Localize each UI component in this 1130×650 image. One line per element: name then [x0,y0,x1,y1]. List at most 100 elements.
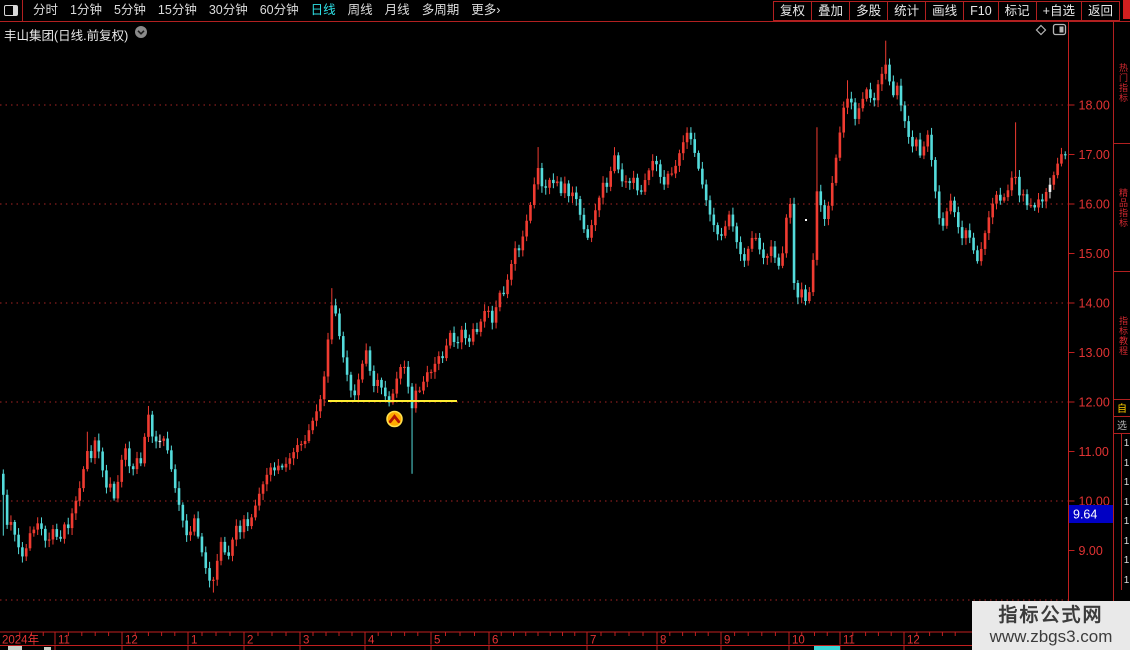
month-label: 2 [247,635,253,647]
candle-body [899,85,903,106]
month-label: 12 [907,635,920,647]
candle-body [532,184,536,205]
strip-gray-glyph[interactable]: 选 [1114,417,1130,434]
candle-body [746,248,750,261]
candle-body [494,307,498,323]
candle-body [540,168,544,187]
period-menu-item-7[interactable]: 周线 [347,3,373,17]
candle-body [345,357,349,375]
period-menu-item-10[interactable]: 更多› [471,3,501,17]
candle-body [785,217,788,254]
month-label: 3 [303,635,309,647]
candle-body [529,204,532,221]
candle-body [238,525,242,533]
period-menu-item-5[interactable]: 60分钟 [259,3,299,17]
candle-body [911,136,914,147]
candle-body [506,279,509,295]
candle-body [410,386,414,409]
candle-body [303,441,307,445]
right-strip-section-2[interactable]: 指标教程 [1114,272,1130,400]
candle-body [510,263,513,280]
candle-body [315,411,318,421]
split-view-small-fill [1059,26,1064,33]
candle-body [380,379,383,388]
strip-yellow-glyph[interactable]: 自 [1114,400,1130,417]
candle-body [128,448,131,467]
candle-body [850,98,853,103]
candle-body [414,390,418,409]
candle-body [945,211,949,226]
candle-body [842,107,845,133]
candle-body [330,305,334,340]
candle-body [937,191,941,219]
candle-body [788,203,792,218]
tool-button-3[interactable]: 统计 [887,0,927,21]
buy-signal-marker [386,410,403,428]
tool-buttons: 复权 叠加 多股 统计 画线 F10 标记 +自选 返回 [773,0,1120,21]
candle-body [716,225,719,235]
watermark-title: 指标公式网 [998,604,1104,626]
period-menu-item-0[interactable]: 分时 [33,3,59,17]
period-toolbar: 分时 1分钟 5分钟 15分钟 30分钟 60分钟 日线 周线 月线 多周期 更多› 复权 叠加 多股统… [0,0,1130,22]
candle-body [659,164,662,177]
right-strip-section-0[interactable]: 热门指标 [1114,22,1130,144]
period-menu-item-8[interactable]: 月线 [384,3,410,17]
tool-button-0[interactable]: 复权 [773,0,813,21]
period-menu-item-4[interactable]: 30分钟 [208,3,248,17]
candle-body [846,98,849,108]
candle-body [590,225,593,238]
candle-body [254,505,257,518]
tool-button-8[interactable]: 返回 [1080,0,1120,21]
price-tick-label: 9.00 [1079,544,1103,558]
candle-body [552,179,555,184]
candle-body [299,444,303,446]
period-menu-item-6[interactable]: 日线 [310,3,336,17]
last-price-tag [1069,505,1122,523]
candle-body [36,523,39,530]
candle-body [758,237,761,250]
candle-body [269,467,272,475]
right-strip-section-1[interactable]: 精品指标 [1114,144,1130,272]
tool-button-7[interactable]: +自选 [1035,0,1082,21]
price-tick-label: 13.00 [1079,346,1110,360]
diamond-icon[interactable] [1035,24,1047,36]
candle-body [586,229,590,238]
candle-body [517,248,521,251]
tool-button-5[interactable]: F10 [963,0,999,21]
month-label: 12 [125,635,138,647]
month-label: 7 [590,635,596,647]
candle-body [1002,197,1006,201]
candle-body [13,521,17,535]
candle-body [5,494,9,525]
right-side-strip: 热门指标 精品指标 指标教程自选 1 1 1 1 1 1 1 1 [1113,22,1130,601]
candle-body [544,186,548,188]
period-menu-item-3[interactable]: 15分钟 [157,3,197,17]
candle-body [74,500,78,514]
split-view-small-icon[interactable] [1052,23,1067,36]
split-view-button[interactable] [0,0,23,21]
period-menu-item-2[interactable]: 5分钟 [113,3,146,17]
tool-button-2[interactable]: 多股 [849,0,889,21]
candle-body [655,160,658,165]
candle-body [452,332,456,343]
candle-body [1056,163,1059,176]
price-tick-label: 12.00 [1079,396,1110,410]
candle-body [808,292,811,302]
period-menu-item-9[interactable]: 多周期 [421,3,460,17]
tool-button-4[interactable]: 画线 [925,0,965,21]
candle-body [32,529,36,534]
candle-body [559,181,563,194]
candle-body [44,528,47,541]
chevron-down-circle-icon[interactable] [134,25,148,44]
candle-body [941,218,945,226]
price-tick-label: 18.00 [1079,99,1110,113]
candle-body [170,450,173,470]
tool-button-1[interactable]: 叠加 [811,0,851,21]
candle-body [743,254,746,261]
tool-button-6[interactable]: 标记 [997,0,1037,21]
candle-body [804,289,807,302]
candle-body [907,121,910,137]
period-menu-item-1[interactable]: 1分钟 [70,3,102,17]
candle-body [567,183,570,197]
